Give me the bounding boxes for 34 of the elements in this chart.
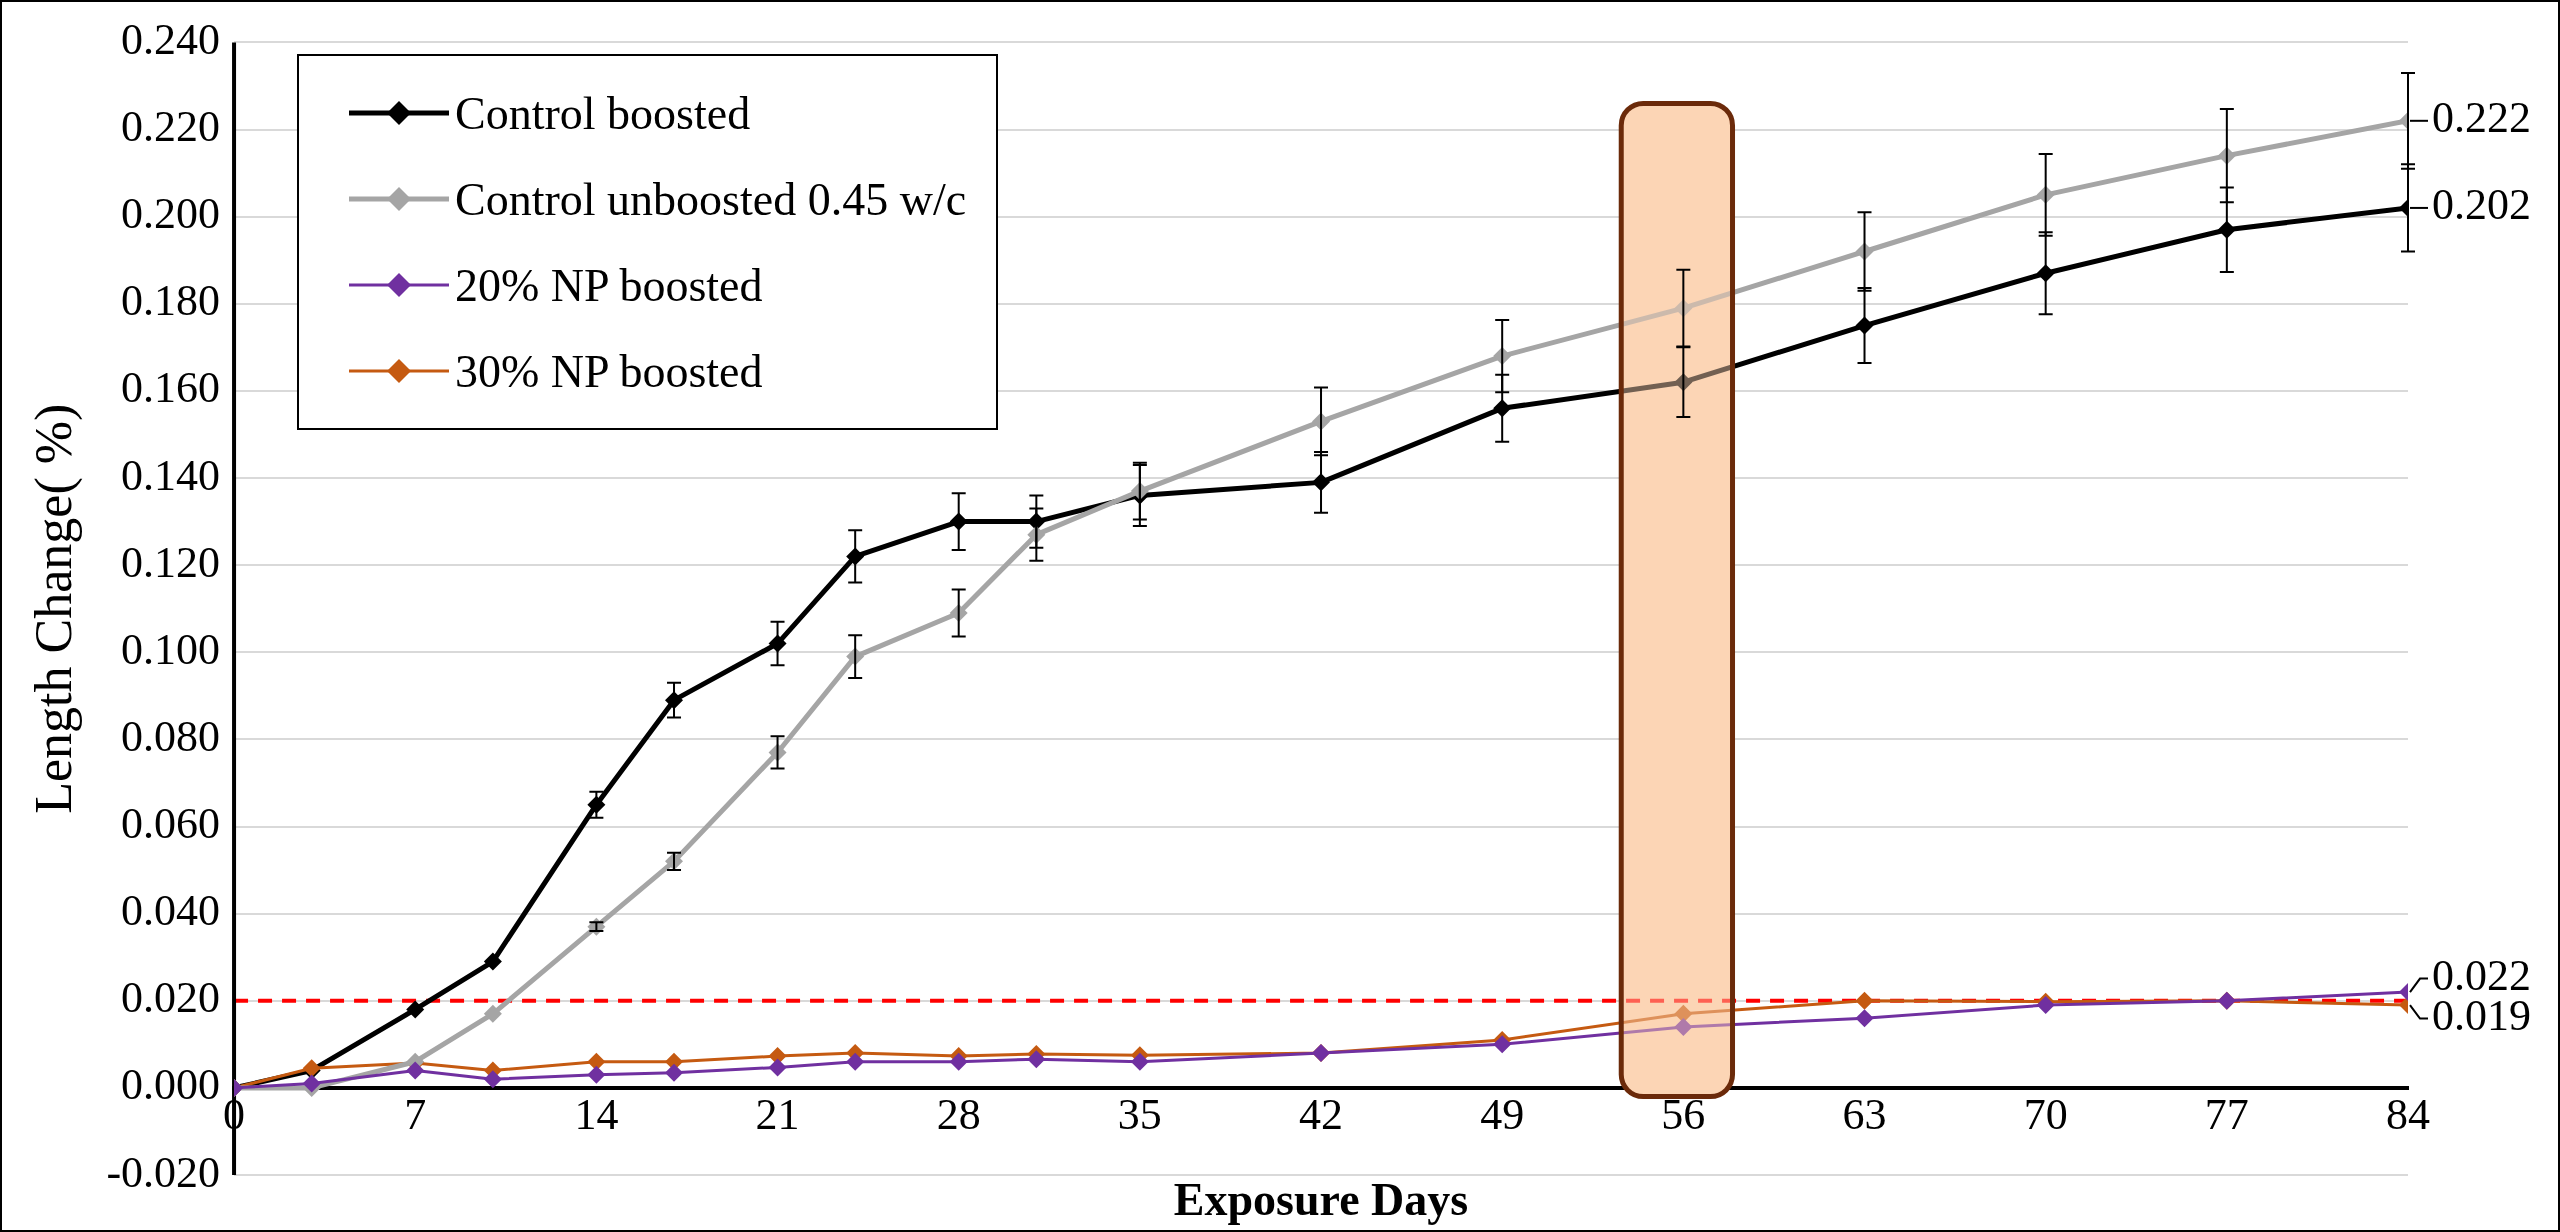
y-tick-label: 0.020: [121, 973, 221, 1023]
x-tick-label: 49: [1480, 1089, 1525, 1139]
y-tick-label: -0.020: [106, 1147, 221, 1197]
y-tick-label: 0.200: [121, 189, 221, 239]
y-tick-label: 0.100: [121, 624, 221, 674]
x-tick-label: 56: [1661, 1089, 1706, 1139]
x-tick-label: 35: [1117, 1089, 1162, 1139]
x-tick-label: 84: [2386, 1089, 2430, 1139]
legend-label: Control unboosted 0.45 w/c: [455, 172, 967, 226]
x-tick-label: 28: [936, 1089, 981, 1139]
data-label: 0.202: [2432, 180, 2531, 230]
x-tick-label: 77: [2204, 1089, 2249, 1139]
y-axis-title: Length Change( %): [24, 403, 83, 814]
legend-label: Control boosted: [455, 86, 751, 140]
y-tick-label: 0.060: [121, 799, 221, 849]
y-tick-label: 0.220: [121, 102, 221, 152]
y-tick-label: 0.000: [121, 1060, 221, 1110]
data-label: 0.222: [2432, 93, 2531, 143]
x-tick-label: 63: [1842, 1089, 1887, 1139]
y-tick-label: 0.140: [121, 450, 221, 500]
y-tick-label: 0.240: [121, 14, 221, 64]
x-tick-label: 14: [574, 1089, 619, 1139]
x-tick-label: 7: [404, 1089, 427, 1139]
y-tick-label: 0.180: [121, 276, 221, 326]
y-tick-label: 0.120: [121, 537, 221, 587]
x-tick-label: 70: [2023, 1089, 2068, 1139]
y-tick-label: 0.040: [121, 886, 221, 936]
legend-label: 20% NP boosted: [455, 258, 763, 312]
x-axis-title: Exposure Days: [1173, 1173, 1469, 1225]
legend-label: 30% NP boosted: [455, 344, 763, 398]
y-tick-label: 0.080: [121, 711, 221, 761]
x-tick-label: 42: [1299, 1089, 1344, 1139]
y-tick-label: 0.160: [121, 363, 221, 413]
x-tick-label: 21: [755, 1089, 800, 1139]
